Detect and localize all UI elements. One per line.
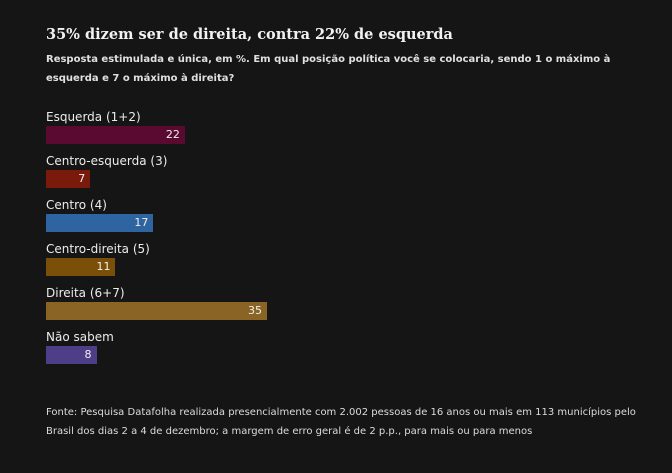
bar-row: Esquerda (1+2) 22	[46, 108, 646, 152]
category-label: Direita (6+7)	[46, 286, 125, 300]
source-note: Fonte: Pesquisa Datafolha realizada pres…	[46, 407, 636, 437]
bar: 22	[46, 126, 185, 144]
category-label: Centro-esquerda (3)	[46, 154, 168, 168]
bar-row: Centro-esquerda (3) 7	[46, 152, 646, 196]
data-label: 8	[84, 348, 92, 361]
data-label: 35	[248, 304, 262, 317]
category-label: Esquerda (1+2)	[46, 110, 141, 124]
category-label: Centro (4)	[46, 198, 107, 212]
bar: 17	[46, 214, 154, 232]
data-label: 17	[134, 216, 149, 229]
bar-row: Não sabem 8	[46, 328, 646, 372]
bar: 11	[46, 258, 116, 276]
bar: 7	[46, 170, 91, 188]
chart-title: 35% dizem ser de direita, contra 22% de …	[46, 26, 453, 43]
category-label: Não sabem	[46, 330, 114, 344]
bar-row: Direita (6+7) 35	[46, 284, 646, 328]
category-label: Centro-direita (5)	[46, 242, 150, 256]
bar: 8	[46, 346, 97, 364]
data-label: 11	[96, 260, 111, 273]
bar-chart: Esquerda (1+2) 22 Centro-esquerda (3) 7 Cent…	[46, 108, 646, 372]
data-label: 22	[165, 128, 180, 141]
data-label: 7	[78, 172, 86, 185]
chart-subtitle: Resposta estimulada e única, em %. Em qu…	[46, 54, 611, 84]
bar-row: Centro (4) 17	[46, 196, 646, 240]
bar: 35	[46, 302, 267, 320]
bar-row: Centro-direita (5) 11	[46, 240, 646, 284]
